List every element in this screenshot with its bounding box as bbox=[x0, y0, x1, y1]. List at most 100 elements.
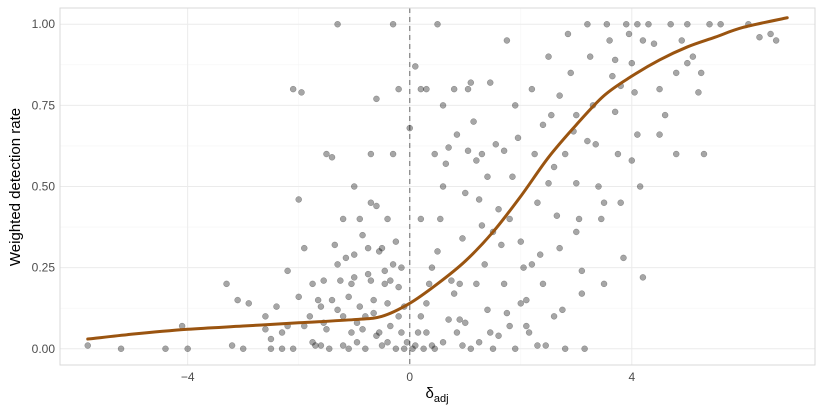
data-point bbox=[317, 342, 325, 349]
data-point bbox=[520, 264, 527, 271]
data-point bbox=[325, 345, 333, 353]
data-point bbox=[500, 147, 508, 155]
data-point bbox=[639, 37, 647, 44]
data-point bbox=[617, 199, 624, 206]
data-point bbox=[323, 326, 330, 333]
data-point bbox=[295, 196, 302, 203]
data-point bbox=[717, 20, 724, 28]
data-point bbox=[345, 293, 352, 301]
data-point bbox=[234, 296, 241, 304]
data-point bbox=[634, 131, 641, 138]
data-point bbox=[661, 111, 669, 119]
data-point bbox=[373, 202, 380, 210]
data-point bbox=[528, 261, 536, 268]
trend-curve bbox=[86, 16, 789, 341]
data-point bbox=[611, 108, 619, 116]
data-point bbox=[262, 326, 269, 333]
data-point bbox=[498, 241, 505, 249]
data-point bbox=[434, 20, 441, 28]
data-point bbox=[267, 345, 275, 353]
data-point bbox=[473, 280, 480, 288]
data-point bbox=[417, 215, 425, 223]
data-point bbox=[523, 322, 530, 330]
data-point bbox=[439, 183, 447, 190]
data-point bbox=[309, 280, 316, 288]
data-point bbox=[456, 316, 463, 323]
data-point bbox=[462, 319, 469, 327]
grid-layer bbox=[60, 8, 815, 365]
data-point bbox=[403, 339, 411, 346]
data-point bbox=[598, 215, 605, 223]
data-point bbox=[517, 238, 525, 245]
data-point bbox=[667, 20, 674, 28]
data-point bbox=[381, 267, 389, 275]
data-point bbox=[550, 313, 558, 320]
data-point bbox=[553, 212, 561, 219]
data-point bbox=[672, 69, 680, 77]
data-point bbox=[595, 183, 602, 190]
data-point bbox=[573, 180, 580, 187]
data-point bbox=[500, 280, 508, 288]
data-point bbox=[328, 154, 336, 161]
data-point bbox=[600, 199, 608, 206]
data-point bbox=[523, 296, 530, 304]
data-point bbox=[650, 40, 658, 47]
data-point bbox=[564, 30, 572, 38]
data-point bbox=[350, 183, 358, 190]
data-point bbox=[609, 72, 616, 80]
data-point bbox=[623, 20, 630, 28]
data-point bbox=[545, 53, 552, 60]
data-point bbox=[503, 309, 511, 317]
data-point bbox=[439, 339, 447, 346]
data-point bbox=[511, 345, 519, 353]
data-point bbox=[573, 228, 580, 236]
data-point bbox=[334, 261, 341, 268]
data-point bbox=[620, 254, 627, 262]
data-point bbox=[184, 345, 191, 353]
data-point bbox=[345, 345, 352, 353]
data-point bbox=[453, 329, 461, 336]
y-tick-label: 0.00 bbox=[32, 342, 56, 356]
data-point bbox=[459, 342, 466, 349]
data-point bbox=[450, 290, 458, 297]
data-point bbox=[509, 173, 516, 181]
x-tick-label: 4 bbox=[628, 370, 635, 384]
data-point bbox=[414, 329, 422, 336]
data-point bbox=[548, 111, 555, 119]
data-point bbox=[639, 274, 647, 281]
data-point bbox=[387, 277, 394, 284]
x-tick-label: −4 bbox=[181, 370, 195, 384]
data-point bbox=[434, 248, 441, 255]
data-point bbox=[431, 345, 438, 353]
data-point bbox=[453, 131, 461, 138]
data-point bbox=[317, 303, 325, 310]
data-point bbox=[375, 329, 383, 336]
data-point bbox=[84, 342, 92, 349]
data-point bbox=[339, 342, 347, 349]
data-point bbox=[672, 150, 680, 158]
data-point bbox=[445, 144, 452, 151]
tick-labels-layer: −4 0 4 0.00 0.25 0.50 0.75 1.00 bbox=[32, 17, 636, 384]
data-point bbox=[367, 150, 375, 158]
data-point bbox=[656, 85, 663, 93]
data-point bbox=[428, 342, 436, 349]
data-point bbox=[309, 339, 316, 346]
data-point bbox=[223, 280, 230, 288]
data-point bbox=[495, 205, 502, 213]
data-point bbox=[364, 270, 372, 278]
data-point bbox=[389, 20, 397, 28]
data-point bbox=[475, 339, 483, 346]
data-point bbox=[431, 150, 438, 158]
data-point bbox=[592, 141, 599, 148]
data-point bbox=[387, 322, 394, 330]
data-point bbox=[328, 296, 336, 304]
data-point bbox=[398, 329, 405, 336]
data-point bbox=[561, 150, 569, 158]
data-point bbox=[339, 313, 347, 320]
data-point bbox=[475, 196, 483, 203]
data-point bbox=[339, 215, 347, 223]
data-point bbox=[578, 290, 586, 297]
data-point bbox=[603, 20, 611, 28]
data-point bbox=[550, 163, 558, 171]
